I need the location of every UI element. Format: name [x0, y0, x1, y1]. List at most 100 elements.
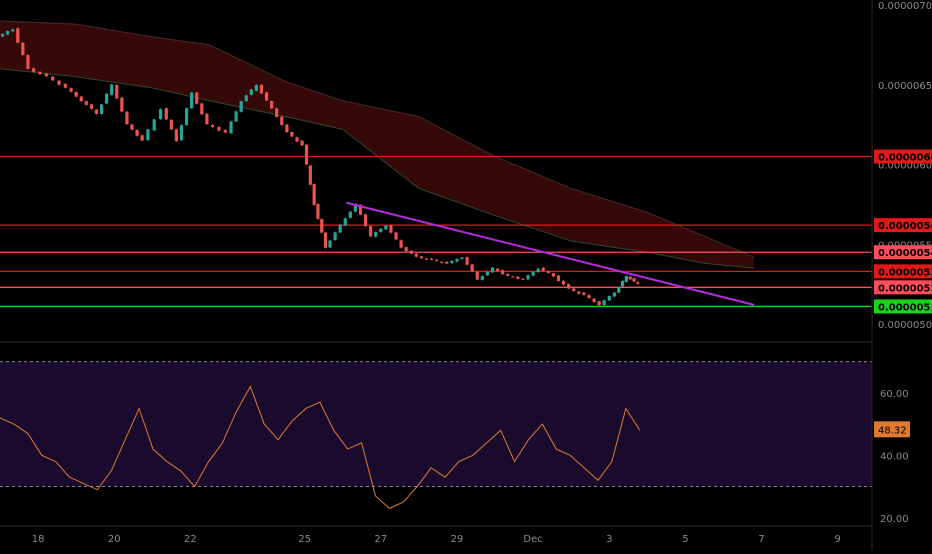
- candle-body: [38, 71, 42, 75]
- candle-body: [369, 226, 373, 237]
- candle-body: [328, 240, 332, 248]
- price-level-tag[interactable]: 0.00000562: [874, 218, 932, 233]
- price-level-tag[interactable]: 0.00000511: [874, 299, 932, 314]
- candle-body: [592, 298, 596, 303]
- candle-body: [460, 257, 464, 259]
- candle-body: [217, 127, 221, 131]
- price-level-label: 0.00000545: [878, 248, 932, 259]
- candle-body: [526, 275, 530, 280]
- candle-body: [501, 270, 505, 274]
- price-level-tag[interactable]: 0.00000605: [874, 149, 932, 164]
- candle-body: [419, 256, 424, 259]
- price-level-tag[interactable]: 0.00000545: [874, 245, 932, 260]
- rsi-line: [0, 385, 641, 509]
- candle-body: [158, 109, 163, 119]
- candle-body: [567, 284, 571, 289]
- candle-body: [308, 165, 312, 185]
- candle-body: [223, 130, 227, 133]
- rsi-pane[interactable]: [0, 361, 872, 509]
- candle-body: [44, 73, 48, 77]
- candle-body: [374, 232, 378, 237]
- candle-body: [120, 97, 124, 112]
- candle-body: [546, 271, 550, 273]
- candle-body: [254, 85, 258, 91]
- candle-body: [384, 225, 388, 230]
- candle-body: [280, 116, 284, 125]
- candle-body: [205, 113, 209, 125]
- x-tick-label: 22: [184, 534, 197, 545]
- candle-body: [290, 132, 294, 137]
- candle-body: [26, 54, 30, 69]
- candle-body: [531, 271, 535, 276]
- price-level-label: 0.00000605: [878, 153, 932, 164]
- candle-body: [424, 258, 429, 260]
- candle-body: [312, 184, 316, 205]
- candle-body: [295, 137, 299, 142]
- price-level-tag[interactable]: 0.00000523: [874, 280, 932, 295]
- candle-body: [450, 260, 454, 264]
- candle-body: [244, 95, 248, 102]
- rsi-y-tick-label: 60.00: [880, 389, 909, 400]
- x-tick-label: 9: [835, 534, 841, 545]
- candle-body: [399, 240, 403, 248]
- candle-body: [259, 84, 264, 94]
- candle-body: [490, 267, 495, 273]
- candle-body: [190, 92, 194, 109]
- candle-body: [414, 253, 418, 257]
- candle-body: [211, 124, 215, 127]
- candle-body: [11, 29, 15, 32]
- candle-body: [587, 295, 591, 298]
- candle-body: [184, 108, 189, 126]
- candle-body: [495, 268, 500, 271]
- candle-body: [394, 232, 398, 240]
- candle-body: [195, 92, 199, 104]
- rsi-y-axis: 60.00 40.00 20.00 48.32: [874, 389, 910, 525]
- candle-body: [628, 276, 632, 280]
- candle-body: [572, 288, 576, 291]
- candle-body: [429, 258, 434, 260]
- candle-body: [135, 129, 139, 136]
- candle-body: [264, 92, 269, 101]
- candle-body: [475, 271, 479, 280]
- candle-body: [480, 276, 484, 280]
- rsi-y-tick-label: 40.00: [880, 451, 909, 462]
- candle-body: [99, 104, 104, 114]
- candle-body: [300, 140, 304, 146]
- price-pane[interactable]: [0, 20, 872, 308]
- candle-body: [270, 101, 274, 109]
- rsi-current-value: 48.32: [878, 425, 907, 436]
- candle-body: [140, 135, 144, 141]
- candle-body: [379, 228, 383, 233]
- price-level-tag[interactable]: 0.00000533: [874, 264, 932, 279]
- x-tick-label: Dec: [523, 534, 542, 545]
- x-tick-label: 20: [108, 534, 121, 545]
- candle-body: [323, 232, 328, 248]
- candle-body: [620, 280, 625, 287]
- candle-body: [69, 88, 73, 92]
- candle-body: [636, 282, 640, 284]
- candle-body: [6, 31, 10, 35]
- candle-body: [409, 250, 413, 254]
- rsi-current-tag-bg: [874, 421, 910, 438]
- candle-body: [239, 101, 243, 112]
- rsi-band: [0, 361, 872, 487]
- price-level-tag-bg: [874, 149, 932, 164]
- price-level-tag-bg: [874, 245, 932, 260]
- candle-body: [561, 280, 566, 285]
- candle-body: [536, 268, 540, 273]
- candle-body: [275, 108, 279, 117]
- candle-body: [582, 292, 586, 295]
- candle-body: [597, 301, 601, 306]
- candle-body: [16, 28, 20, 43]
- candle-body: [174, 129, 179, 142]
- candle-body: [94, 109, 99, 114]
- candle-body: [316, 204, 320, 219]
- price-level-tag-bg: [874, 280, 932, 295]
- candle-body: [602, 300, 606, 306]
- cloud-lower-line: [0, 68, 755, 269]
